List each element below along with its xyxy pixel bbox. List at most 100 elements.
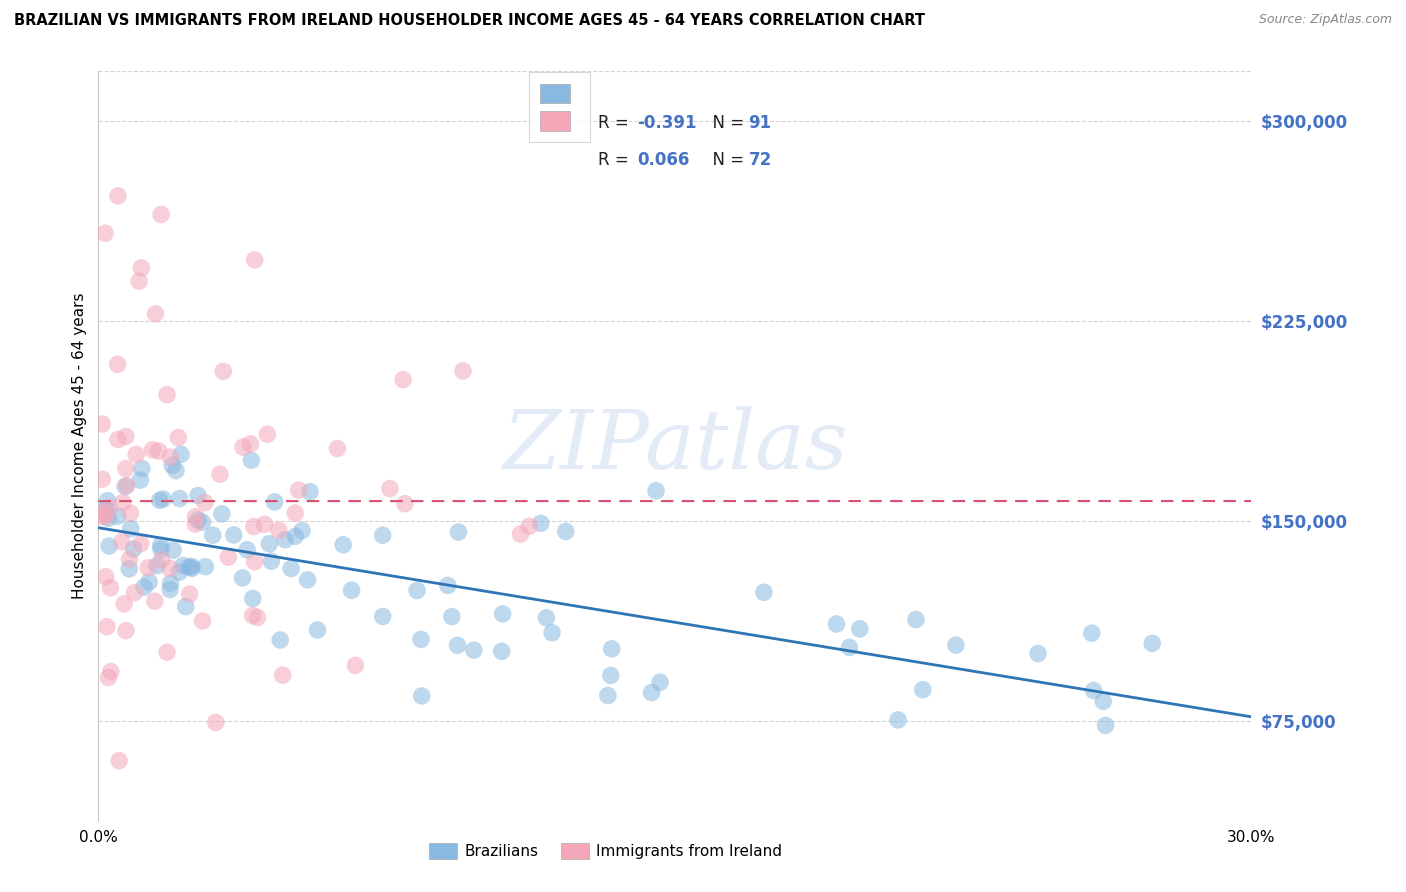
Point	[298, 484, 321, 499]
Point	[259, 537, 281, 551]
Text: BRAZILIAN VS IMMIGRANTS FROM IRELAND HOUSEHOLDER INCOME AGES 45 - 64 YEARS CORRE: BRAZILIAN VS IMMIGRANTS FROM IRELAND HOU…	[14, 13, 925, 29]
Point	[242, 519, 264, 533]
Point	[174, 599, 197, 614]
Point	[194, 495, 217, 509]
Point	[447, 524, 470, 539]
Point	[887, 713, 910, 727]
Point	[406, 583, 429, 598]
Point	[371, 528, 394, 542]
Point	[150, 553, 173, 567]
Point	[600, 641, 623, 656]
Point	[124, 586, 146, 600]
Point	[191, 614, 214, 628]
Point	[165, 464, 187, 478]
Text: Source: ZipAtlas.com: Source: ZipAtlas.com	[1258, 13, 1392, 27]
Point	[129, 473, 152, 487]
Point	[97, 511, 120, 525]
Point	[242, 608, 264, 623]
Point	[150, 542, 173, 557]
Point	[1142, 636, 1164, 650]
Point	[187, 489, 209, 503]
Point	[97, 493, 120, 508]
Point	[236, 542, 259, 557]
Point	[91, 417, 114, 431]
Point	[94, 570, 117, 584]
Point	[115, 478, 138, 492]
Point	[179, 560, 201, 574]
Point	[274, 533, 297, 547]
Point	[184, 509, 207, 524]
Text: 91: 91	[748, 114, 772, 132]
Point	[530, 516, 553, 531]
Point	[179, 587, 201, 601]
Point	[596, 689, 619, 703]
Point	[107, 358, 129, 372]
Point	[107, 189, 129, 203]
Point	[107, 509, 129, 524]
Point	[108, 754, 131, 768]
Point	[111, 534, 134, 549]
Point	[217, 550, 239, 565]
Point	[212, 364, 235, 378]
Point	[411, 689, 433, 703]
Point	[131, 461, 153, 475]
Point	[141, 442, 163, 457]
Point	[91, 506, 114, 520]
Point	[201, 528, 224, 542]
Point	[159, 561, 181, 575]
Point	[120, 506, 142, 520]
Point	[440, 609, 463, 624]
Point	[205, 715, 228, 730]
Point	[326, 442, 349, 456]
Point	[156, 645, 179, 659]
Point	[149, 493, 172, 508]
Point	[136, 560, 159, 574]
Point	[291, 524, 314, 538]
Point	[253, 517, 276, 532]
Point	[172, 558, 194, 573]
Point	[287, 483, 309, 497]
Point	[159, 582, 181, 597]
Point	[838, 640, 860, 655]
Point	[94, 509, 117, 524]
Point	[169, 491, 191, 506]
Point	[260, 554, 283, 568]
Point	[378, 482, 401, 496]
Point	[648, 675, 671, 690]
Point	[945, 638, 967, 652]
Point	[231, 571, 253, 585]
Point	[115, 461, 138, 475]
Point	[149, 538, 172, 552]
Point	[284, 529, 307, 543]
Point	[145, 307, 167, 321]
Text: 72: 72	[748, 151, 772, 169]
Point	[98, 500, 121, 515]
Point	[371, 609, 394, 624]
Point	[904, 613, 927, 627]
Point	[152, 491, 174, 506]
Point	[463, 643, 485, 657]
Point	[222, 528, 245, 542]
Point	[111, 495, 134, 509]
Point	[848, 622, 870, 636]
Point	[344, 658, 367, 673]
Point	[159, 576, 181, 591]
Point	[269, 632, 291, 647]
Point	[100, 665, 122, 679]
Point	[100, 581, 122, 595]
Point	[128, 274, 150, 288]
Point	[138, 574, 160, 589]
Point	[211, 507, 233, 521]
Point	[599, 668, 621, 682]
Point	[541, 625, 564, 640]
Point	[96, 620, 118, 634]
Point	[143, 594, 166, 608]
Point	[239, 437, 262, 451]
Point	[1083, 683, 1105, 698]
Text: N =: N =	[702, 114, 749, 132]
Point	[118, 552, 141, 566]
Point	[409, 632, 432, 647]
Point	[97, 671, 120, 685]
Point	[94, 226, 117, 240]
Point	[115, 624, 138, 638]
